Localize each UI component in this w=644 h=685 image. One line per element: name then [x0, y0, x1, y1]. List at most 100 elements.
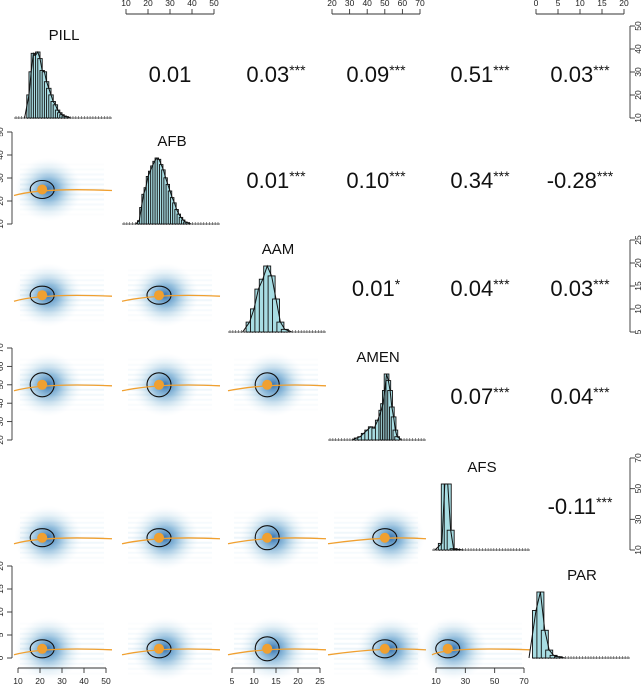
correlation-ellipse	[29, 179, 55, 200]
tick-label: 40	[187, 0, 197, 8]
tick-label: 70	[415, 0, 425, 8]
loess-line	[13, 537, 113, 545]
tick-label: 70	[633, 453, 643, 463]
mean-point	[154, 643, 164, 654]
tick-label: 10	[249, 676, 259, 685]
mean-point	[37, 643, 48, 654]
axis-top-amen: 20 30 40 50 60 70	[327, 0, 425, 15]
tick-label: 10	[633, 304, 643, 314]
axis-left-par: 0 5 10 15 20	[0, 561, 13, 660]
tick-label: 50	[633, 21, 643, 31]
correlation-value: 0.51	[450, 62, 493, 87]
correlation-ellipse	[29, 285, 55, 305]
axis-top-par: 0 5 10 15 20	[534, 0, 629, 15]
mean-point	[37, 379, 48, 390]
density-cloud	[14, 157, 83, 222]
density-cloud	[131, 352, 199, 417]
tick-label: 10	[121, 0, 131, 8]
tick-label: 5	[556, 0, 561, 8]
tick-label: 20	[0, 561, 5, 571]
tick-label: 5	[230, 676, 235, 685]
scatter-amen-vs-aam	[227, 352, 327, 417]
correlation-amen-par: 0.04***	[550, 384, 610, 409]
variable-label-pill: PILL	[49, 27, 80, 44]
tick-label: 30	[165, 0, 175, 8]
tick-label: 40	[0, 398, 5, 408]
axis-right-aam: 5 10 15 20 25	[629, 235, 643, 334]
tick-label: 70	[519, 676, 529, 685]
tick-label: 50	[380, 0, 390, 8]
axis-bottom-aam: 5 10 15 20 25	[230, 667, 325, 685]
scatter-aam-vs-afb	[121, 263, 221, 328]
correlation-aam-par: 0.03***	[550, 276, 610, 301]
axis-left-afb: 10 20 30 40 50	[0, 127, 13, 229]
correlation-pill-afb: 0.01	[149, 62, 192, 87]
tick-label: 20	[633, 258, 643, 268]
variable-label-amen: AMEN	[356, 349, 399, 366]
tick-label: 15	[271, 676, 281, 685]
significance-stars: ***	[493, 62, 510, 78]
tick-label: 10	[431, 676, 441, 685]
histogram-par	[528, 591, 630, 659]
mean-point	[154, 532, 164, 543]
density-curve	[434, 483, 464, 551]
histogram-layer	[14, 50, 630, 659]
tick-label: 30	[461, 676, 471, 685]
significance-stars: ***	[596, 494, 613, 510]
correlation-value: 0.10	[346, 168, 389, 193]
density-curve	[24, 50, 71, 119]
tick-label: 25	[633, 235, 643, 245]
tick-label: 15	[633, 281, 643, 291]
tick-label: 10	[13, 676, 23, 685]
loess-line	[121, 648, 221, 656]
loess-line	[121, 384, 221, 392]
scatter-amen-vs-pill	[13, 352, 113, 417]
correlation-value: 0.03	[550, 276, 593, 301]
significance-stars: ***	[593, 62, 610, 78]
scatter-amen-vs-afb	[121, 352, 221, 417]
histogram-afb	[122, 157, 220, 225]
density-cloud	[14, 352, 83, 417]
tick-label: 30	[0, 173, 5, 183]
tick-label: 50	[101, 676, 111, 685]
correlation-value: 0.01	[352, 276, 395, 301]
correlation-value: 0.03	[550, 62, 593, 87]
scatter-par-vs-afb	[121, 616, 221, 681]
density-cloud	[239, 352, 308, 417]
tick-label: 10	[633, 113, 643, 123]
significance-stars: ***	[593, 276, 610, 292]
density-cloud	[14, 616, 83, 681]
significance-stars: ***	[389, 168, 406, 184]
tick-label: 50	[0, 127, 5, 137]
mean-point	[37, 184, 48, 195]
significance-stars: ***	[493, 168, 510, 184]
correlation-value: 0.03	[246, 62, 289, 87]
correlation-ellipse	[29, 528, 55, 548]
correlation-pill-aam: 0.03***	[246, 62, 306, 87]
loess-line	[13, 189, 113, 197]
significance-stars: ***	[289, 168, 306, 184]
correlation-afb-aam: 0.01***	[246, 168, 306, 193]
tick-label: 50	[0, 380, 5, 390]
correlation-value: 0.07	[450, 384, 493, 409]
density-cloud	[239, 616, 308, 681]
correlation-value: 0.01	[246, 168, 289, 193]
correlation-amen-afs: 0.07***	[450, 384, 510, 409]
density-cloud	[131, 263, 199, 328]
histogram-amen	[328, 373, 426, 441]
tick-label: 10	[575, 0, 585, 8]
significance-stars: ***	[389, 62, 406, 78]
tick-label: 0	[0, 655, 5, 660]
tick-label: 20	[619, 0, 629, 8]
mean-point	[262, 379, 273, 390]
tick-label: 5	[633, 329, 643, 334]
tick-label: 50	[490, 676, 500, 685]
density-curve	[351, 373, 403, 441]
tick-label: 15	[597, 0, 607, 8]
correlation-value: -0.28	[547, 168, 597, 193]
scatter-afs-vs-amen	[327, 505, 427, 570]
loess-line	[431, 648, 531, 656]
